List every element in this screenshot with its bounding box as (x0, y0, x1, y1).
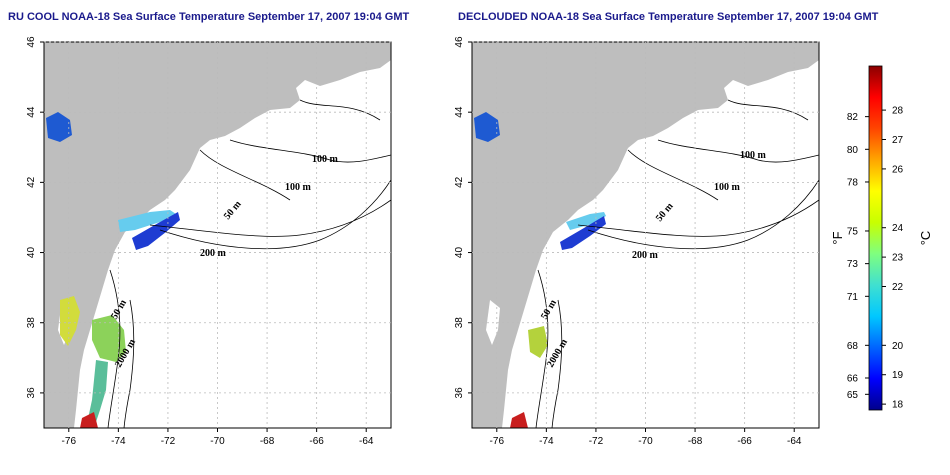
celsius-tick-label: 22 (892, 282, 904, 293)
sst-patch-longisland-blue (132, 212, 180, 250)
sst-patch-longisland-blue (560, 216, 606, 250)
lon-tick-label: -70 (638, 436, 653, 447)
lon-tick-label: -76 (490, 436, 505, 447)
fahrenheit-unit-label: °F (830, 231, 845, 244)
contour-label: 100 m (714, 182, 741, 193)
celsius-tick-label: 28 (892, 106, 904, 117)
lat-tick-label: 42 (454, 176, 465, 188)
lon-tick-label: -72 (589, 436, 604, 447)
sst-patch-coastal-green (528, 326, 548, 358)
gridlines (44, 41, 391, 428)
contour-lines (535, 99, 819, 428)
fahrenheit-tick-label: 80 (847, 145, 859, 156)
sst-patch-chesapeake-yellow (60, 296, 80, 346)
contour-label: 100 m (312, 154, 339, 165)
fahrenheit-tick-label: 68 (847, 341, 859, 352)
lon-tick-label: -64 (359, 436, 374, 447)
lon-tick-label: -64 (787, 436, 802, 447)
gridlines (472, 41, 819, 428)
fahrenheit-tick-label: 73 (847, 259, 859, 270)
fahrenheit-tick-label: 65 (847, 390, 859, 401)
lat-tick-label: 38 (454, 317, 465, 329)
lon-tick-label: -66 (309, 436, 324, 447)
lat-tick-label: 44 (454, 106, 465, 118)
celsius-tick-label: 23 (892, 253, 904, 264)
lon-tick-label: -68 (688, 436, 703, 447)
lon-tick-label: -74 (111, 436, 126, 447)
lat-tick-label: 40 (454, 247, 465, 259)
lat-tick-label: 40 (26, 247, 37, 259)
panel-left-title: RU COOL NOAA-18 Sea Surface Temperature … (8, 11, 410, 23)
celsius-tick-label: 20 (892, 341, 904, 352)
lat-tick-label: 46 (454, 36, 465, 48)
lon-tick-label: -74 (539, 436, 554, 447)
land-mass (472, 42, 819, 428)
contour-label: 100 m (740, 150, 767, 161)
colorbar-gradient (868, 65, 883, 411)
fahrenheit-tick-label: 78 (847, 177, 859, 188)
lon-tick-label: -68 (260, 436, 275, 447)
celsius-tick-label: 18 (892, 400, 904, 411)
fahrenheit-tick-label: 82 (847, 112, 859, 123)
celsius-tick-label: 27 (892, 135, 904, 146)
sst-patch-longisland-cyan (118, 210, 176, 232)
lon-tick-label: -76 (62, 436, 77, 447)
contour-label: 200 m (200, 248, 227, 259)
axis-ticks: -76 -74 -72 -70 -68 -66 -64 36 38 40 42 44 46 (454, 36, 802, 447)
sst-patch-maine (474, 112, 500, 142)
contour-lines (107, 99, 391, 428)
panel-right-title: DECLOUDED NOAA-18 Sea Surface Temperatur… (458, 11, 879, 23)
contour-label: 200 m (632, 250, 659, 261)
sst-patch-longisland-cyan (566, 212, 606, 230)
fahrenheit-tick-label: 71 (847, 292, 859, 303)
sst-patch-coastal-strip (86, 360, 108, 428)
celsius-unit-label: °C (918, 231, 933, 246)
sst-patch-maine (46, 112, 72, 142)
celsius-tick-label: 26 (892, 164, 904, 175)
lon-tick-label: -66 (737, 436, 752, 447)
celsius-tick-label: 24 (892, 223, 904, 234)
axis-ticks: -76 -74 -72 -70 -68 -66 -64 36 38 40 42 44 46 (26, 36, 374, 447)
lat-tick-label: 44 (26, 106, 37, 118)
celsius-tick-label: 19 (892, 370, 904, 381)
sst-patch-hot (80, 412, 98, 428)
lon-tick-label: -72 (161, 436, 176, 447)
lat-tick-label: 38 (26, 317, 37, 329)
lat-tick-label: 46 (26, 36, 37, 48)
lat-tick-label: 36 (26, 387, 37, 399)
lat-tick-label: 42 (26, 176, 37, 188)
sst-patch-coastal-green (92, 315, 126, 362)
sst-patch-hot (510, 412, 528, 428)
contour-label: 100 m (285, 182, 312, 193)
land-mass (44, 42, 391, 428)
lat-tick-label: 36 (454, 387, 465, 399)
colorbar-ticks: 18 19 20 22 23 24 26 27 28 65 66 68 71 73 75 78 80 82 (847, 106, 904, 411)
fahrenheit-tick-label: 75 (847, 226, 859, 237)
fahrenheit-tick-label: 66 (847, 373, 859, 384)
lon-tick-label: -70 (210, 436, 225, 447)
